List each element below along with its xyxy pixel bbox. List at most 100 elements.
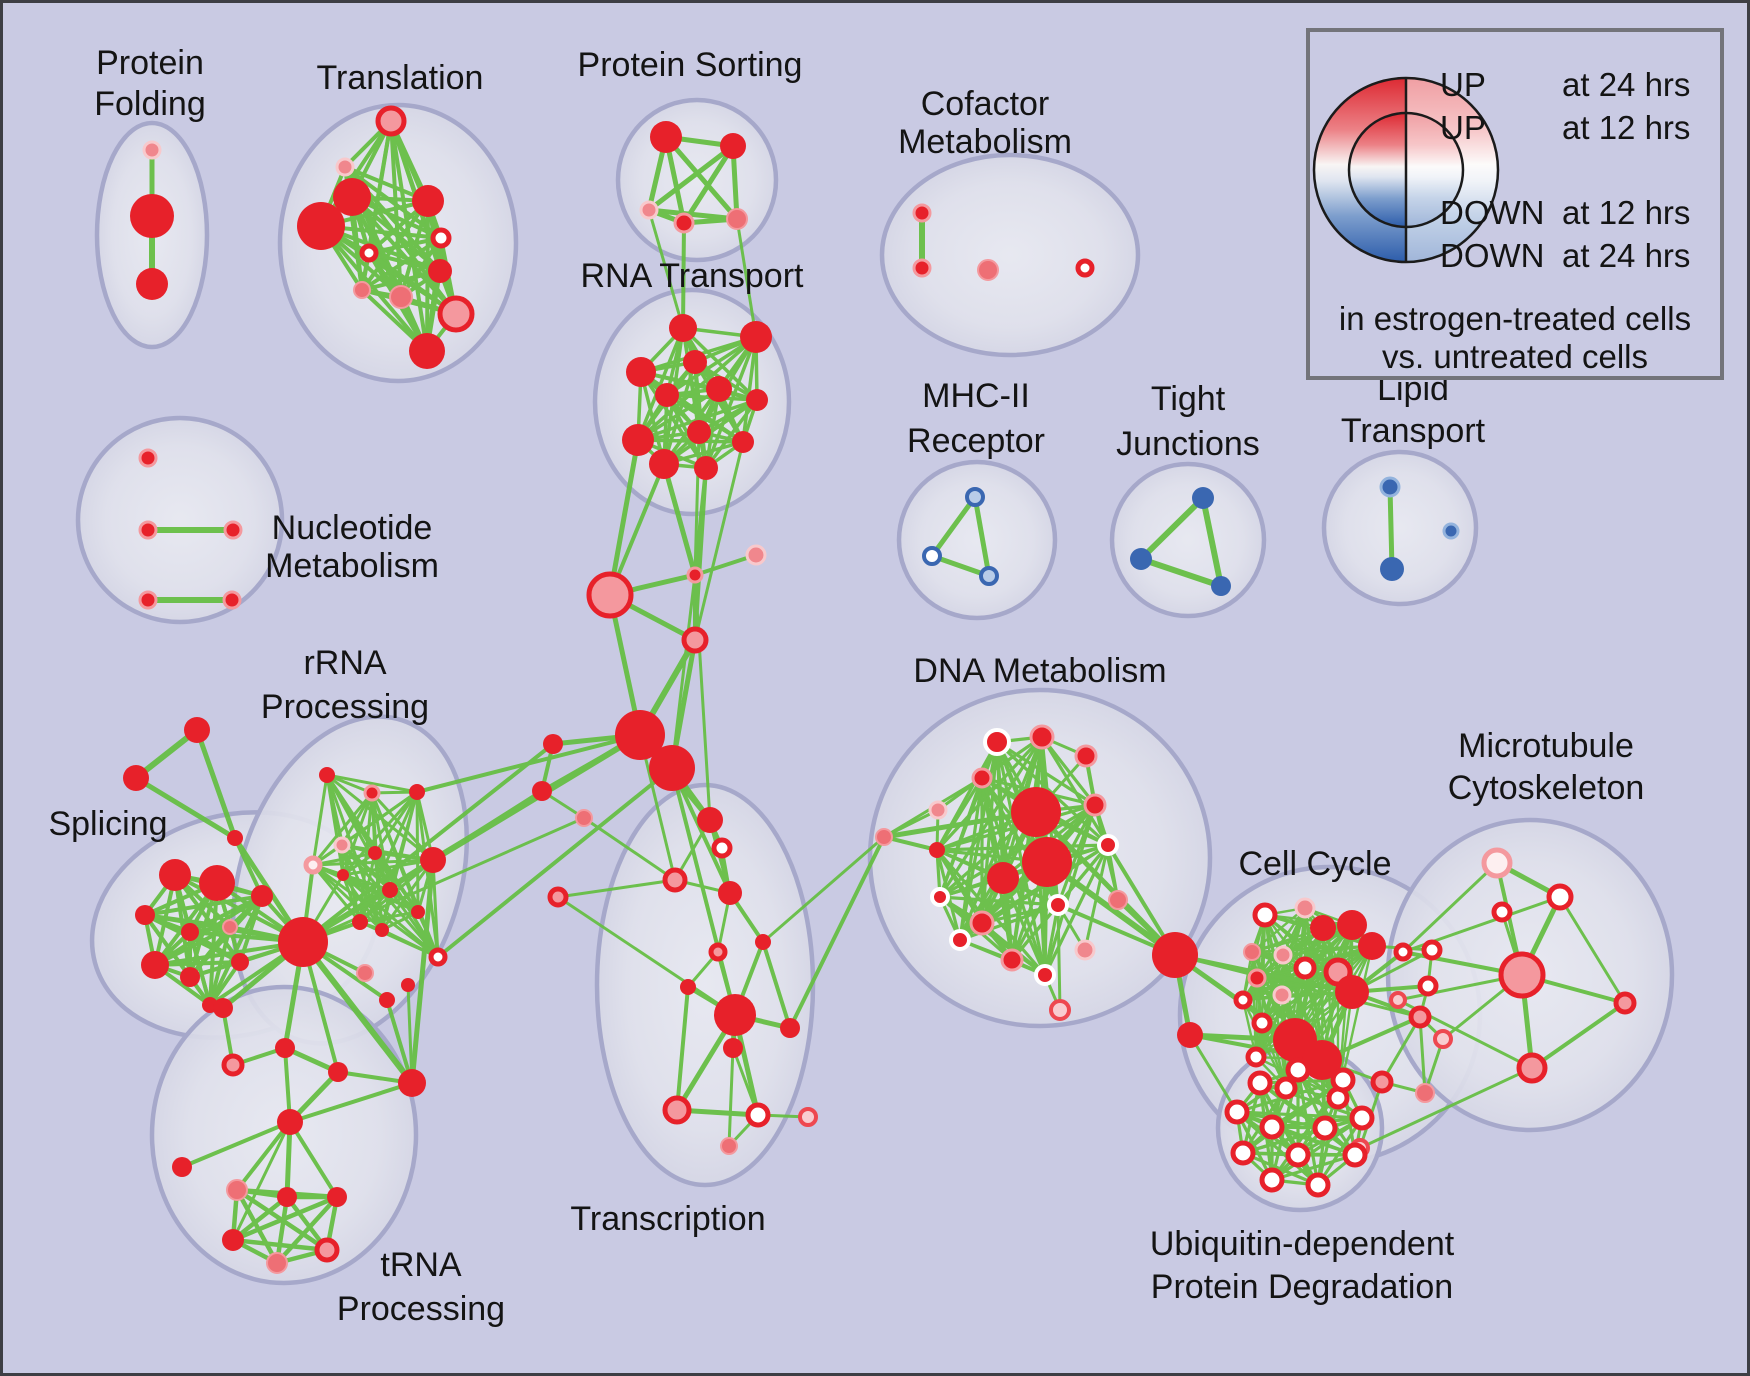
network-node-180 (1349, 1105, 1375, 1131)
network-node-29 (746, 389, 768, 411)
network-node-89 (327, 1187, 347, 1207)
network-edge (231, 1120, 292, 1242)
network-edge (693, 430, 701, 577)
network-edge (929, 553, 992, 579)
network-node-1 (130, 194, 174, 238)
network-node-31 (687, 420, 711, 444)
network-node-65 (363, 784, 381, 802)
network-node-139 (1177, 1022, 1203, 1048)
network-node-58 (180, 967, 200, 987)
cluster-label-protein-folding: Folding (94, 85, 206, 123)
network-node-110 (714, 994, 756, 1036)
network-node-122 (1083, 793, 1107, 817)
network-node-105 (718, 881, 742, 905)
network-node-182 (1285, 1142, 1311, 1168)
network-node-176 (1330, 1067, 1356, 1093)
network-node-19 (726, 208, 748, 230)
network-node-135 (1108, 890, 1128, 910)
cluster-label-cofactor-metabolism: Metabolism (898, 123, 1072, 161)
network-edge (1250, 906, 1307, 954)
network-edge (882, 808, 940, 839)
network-node-0 (142, 140, 162, 160)
network-edge (373, 790, 419, 855)
legend-direction-2: DOWN (1440, 194, 1544, 231)
network-edge (208, 894, 264, 1007)
network-edge (1380, 1015, 1422, 1084)
network-edge (288, 1081, 414, 1124)
network-node-120 (971, 767, 993, 789)
network-node-68 (303, 855, 323, 875)
legend-group: UP at 24 hrs UP at 12 hrs DOWN at 12 hrs DOWN a… (1306, 28, 1724, 380)
network-edge (1235, 1110, 1320, 1187)
network-node-51 (123, 765, 149, 791)
network-node-10 (428, 259, 452, 283)
network-edge (409, 857, 436, 1086)
network-node-33 (649, 449, 679, 479)
network-edge (958, 903, 1060, 942)
network-node-167 (1491, 901, 1513, 923)
network-edge (415, 733, 642, 794)
network-edge (607, 437, 641, 598)
network-edge (235, 1120, 292, 1192)
network-node-112 (723, 1038, 743, 1058)
network-edge (343, 165, 443, 240)
network-edge (311, 791, 374, 867)
network-edge (1001, 876, 1047, 977)
network-edge (1043, 843, 1110, 977)
network-node-6 (412, 185, 444, 217)
cluster-label-splicing: Splicing (48, 805, 167, 843)
network-node-144 (1358, 932, 1386, 960)
network-node-73 (352, 914, 368, 930)
network-node-88 (277, 1187, 297, 1207)
network-edge (1241, 1116, 1364, 1155)
network-edge (693, 553, 758, 577)
network-node-26 (626, 357, 656, 387)
network-node-39 (1192, 487, 1214, 509)
network-edge (788, 835, 886, 1030)
cluster-label-rna-transport: RNA Transport (581, 257, 805, 295)
network-node-160 (1417, 975, 1439, 997)
network-edge (406, 983, 414, 1085)
network-edge (1270, 1153, 1357, 1182)
network-node-131 (1047, 894, 1069, 916)
network-edge (608, 462, 666, 597)
network-edge (1040, 735, 1110, 847)
legend-caption-1: vs. untreated cells (1382, 338, 1648, 375)
network-node-102 (697, 807, 723, 833)
network-node-156 (1245, 1046, 1267, 1068)
network-node-145 (1243, 943, 1261, 961)
network-edge (935, 843, 1110, 852)
network-node-152 (1272, 985, 1292, 1005)
network-edge (1241, 966, 1307, 1002)
network-edge (761, 940, 792, 1030)
network-node-49 (222, 590, 242, 610)
network-node-150 (1247, 968, 1267, 988)
network-node-11 (353, 281, 371, 299)
network-node-107 (708, 942, 728, 962)
network-node-164 (1415, 1083, 1435, 1103)
network-edge (360, 236, 443, 292)
network-edge (1558, 895, 1627, 1005)
network-node-127 (987, 862, 1019, 894)
network-node-113 (662, 1095, 692, 1125)
network-edge (929, 494, 978, 559)
network-edge (1040, 735, 1097, 807)
network-edge (360, 269, 442, 292)
legend-time-1: at 12 hrs (1562, 109, 1690, 146)
network-edge (1138, 495, 1206, 562)
network-node-2 (136, 268, 168, 300)
network-edge (274, 1194, 340, 1266)
network-node-71 (382, 882, 398, 898)
network-node-96 (681, 626, 709, 654)
network-edge (741, 335, 758, 444)
network-edge (1010, 903, 1060, 962)
network-edge (436, 766, 674, 959)
network-node-149 (1335, 975, 1369, 1009)
network-node-57 (141, 951, 169, 979)
network-node-15 (650, 121, 682, 153)
network-node-84 (398, 1069, 426, 1097)
network-node-170 (1498, 951, 1546, 999)
network-edge (1235, 1110, 1364, 1120)
network-node-119 (1074, 744, 1098, 768)
